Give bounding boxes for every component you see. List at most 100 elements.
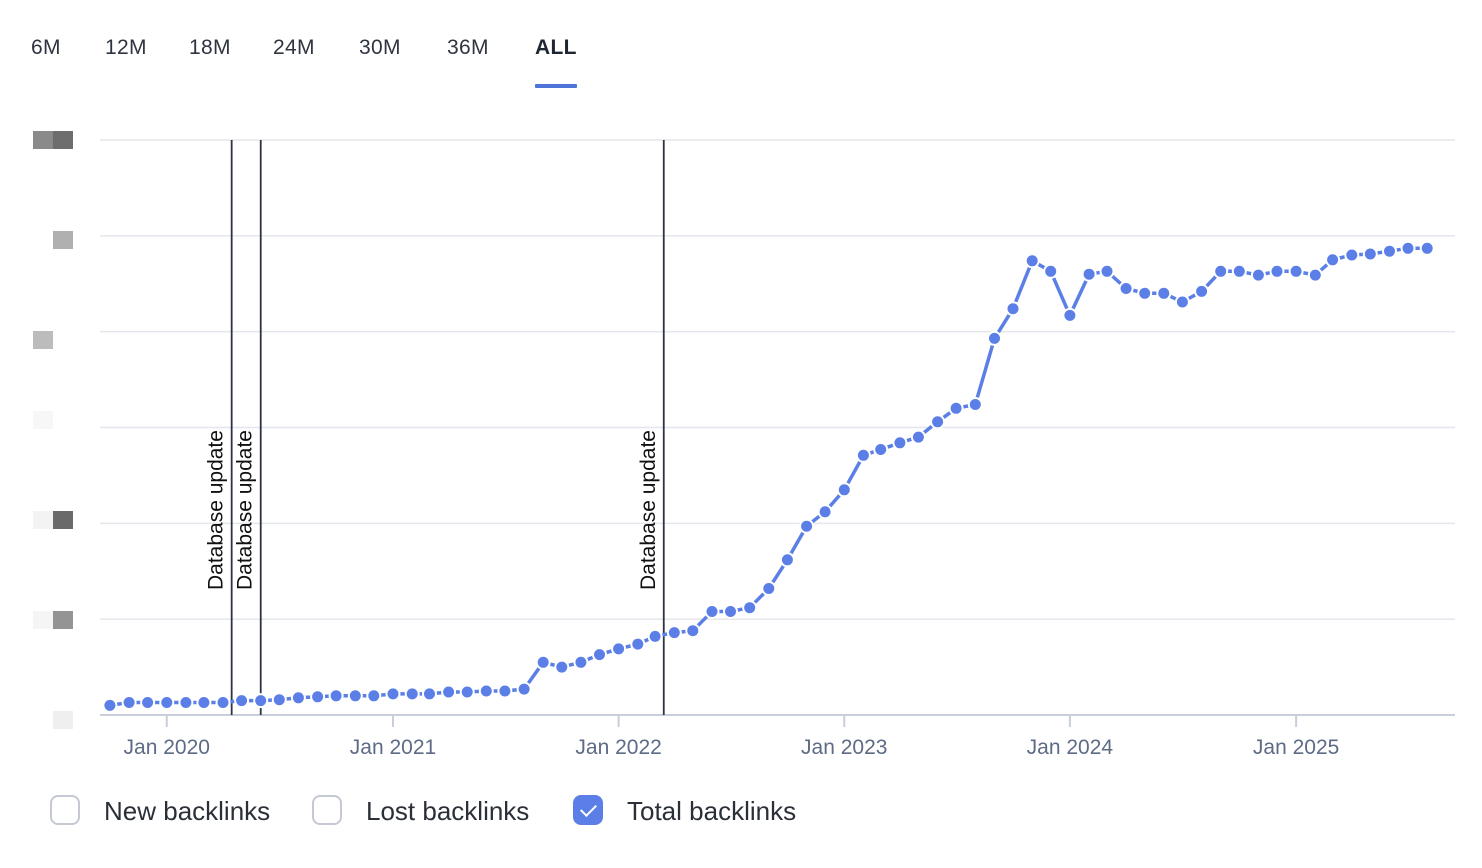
data-point xyxy=(1156,285,1172,301)
total-backlinks-checkbox[interactable] xyxy=(573,795,603,825)
data-point xyxy=(1269,263,1285,279)
tab-30m-label: 30M xyxy=(359,36,401,59)
data-point xyxy=(234,693,250,709)
new-backlinks-checkbox[interactable] xyxy=(50,795,80,825)
data-point xyxy=(1005,301,1021,317)
data-point xyxy=(1043,263,1059,279)
data-point xyxy=(1024,253,1040,269)
data-point xyxy=(1344,247,1360,263)
data-point xyxy=(987,330,1002,346)
tab-36m[interactable]: 36M xyxy=(447,28,489,88)
data-point xyxy=(779,552,795,568)
redacted-y-label xyxy=(53,231,73,249)
data-point xyxy=(742,600,758,616)
data-point xyxy=(1137,285,1153,301)
data-point xyxy=(1419,240,1435,256)
redacted-y-label xyxy=(33,331,53,349)
redacted-y-label xyxy=(33,611,53,629)
backlinks-chart: Jan 2020 Jan 2021 Jan 2022 Jan 2023 Jan 2024… xyxy=(33,131,1455,759)
database-update-label: Database update xyxy=(205,430,228,590)
data-point xyxy=(1250,267,1266,283)
tab-12m[interactable]: 12M xyxy=(105,28,147,88)
data-point xyxy=(366,688,382,704)
data-point xyxy=(554,659,570,675)
data-point xyxy=(1118,281,1134,296)
data-point xyxy=(478,683,494,699)
data-point xyxy=(1325,252,1341,268)
data-point xyxy=(159,695,175,710)
data-point xyxy=(647,628,663,644)
data-point xyxy=(1062,307,1078,323)
x-tick-label: Jan 2023 xyxy=(801,736,887,759)
data-point xyxy=(497,683,513,699)
data-point xyxy=(1081,266,1097,282)
tab-6m-label: 6M xyxy=(31,36,61,59)
tab-all[interactable]: ALL xyxy=(535,28,577,88)
data-point xyxy=(404,686,420,702)
data-point xyxy=(310,689,326,705)
redacted-y-label xyxy=(53,611,73,629)
legend-lost-backlinks-label: Lost backlinks xyxy=(366,796,530,826)
data-point xyxy=(422,686,437,702)
redacted-y-label xyxy=(33,411,53,429)
x-tick-label: Jan 2024 xyxy=(1027,736,1114,759)
tab-18m[interactable]: 18M xyxy=(189,28,231,88)
data-point xyxy=(1174,294,1190,310)
redacted-y-label xyxy=(53,711,73,729)
data-point xyxy=(215,695,231,710)
date-range-tabs: 6M 12M 18M 24M 30M 36M ALL xyxy=(0,28,900,92)
data-point xyxy=(121,695,137,710)
data-point xyxy=(535,654,551,670)
data-point xyxy=(1194,283,1210,299)
data-point xyxy=(1382,243,1397,259)
data-point xyxy=(290,690,306,706)
data-point xyxy=(102,697,118,713)
data-point xyxy=(685,623,701,639)
data-point xyxy=(761,581,777,596)
data-point xyxy=(271,692,287,708)
tab-24m-label: 24M xyxy=(273,36,315,59)
data-point xyxy=(967,397,983,412)
data-point xyxy=(516,681,532,697)
redacted-y-label xyxy=(33,511,53,529)
data-point xyxy=(1400,240,1416,256)
data-point xyxy=(1288,263,1304,279)
legend-new-backlinks-label: New backlinks xyxy=(104,796,271,826)
data-point xyxy=(573,654,589,670)
data-point xyxy=(1231,263,1247,279)
tab-24m[interactable]: 24M xyxy=(273,28,315,88)
tab-all-label: ALL xyxy=(535,36,577,59)
data-point xyxy=(948,400,964,416)
data-point xyxy=(1099,263,1115,279)
tab-12m-label: 12M xyxy=(105,36,147,59)
data-point xyxy=(666,625,682,641)
data-point xyxy=(855,447,871,463)
data-point xyxy=(704,604,720,619)
tab-6m[interactable]: 6M xyxy=(31,28,61,88)
active-tab-indicator xyxy=(535,84,577,88)
data-point xyxy=(441,684,457,700)
data-point xyxy=(1307,267,1323,283)
data-point xyxy=(592,647,607,663)
x-tick-label: Jan 2022 xyxy=(575,736,661,759)
data-point xyxy=(799,518,815,534)
lost-backlinks-checkbox[interactable] xyxy=(312,795,342,825)
redacted-y-label xyxy=(53,131,73,149)
data-point xyxy=(817,504,833,520)
data-point xyxy=(836,482,852,498)
data-point xyxy=(253,693,269,709)
data-point xyxy=(1213,263,1229,279)
data-point xyxy=(328,688,344,704)
redacted-y-label xyxy=(53,511,73,529)
data-point xyxy=(196,695,212,710)
data-point xyxy=(930,414,946,430)
data-point xyxy=(1362,246,1378,262)
database-update-label: Database update xyxy=(637,430,660,590)
data-point xyxy=(459,684,475,700)
data-point xyxy=(910,429,926,445)
data-point xyxy=(385,686,401,702)
data-point xyxy=(630,636,646,652)
database-update-label: Database update xyxy=(234,430,257,590)
tab-30m[interactable]: 30M xyxy=(359,28,401,88)
tab-36m-label: 36M xyxy=(447,36,489,59)
